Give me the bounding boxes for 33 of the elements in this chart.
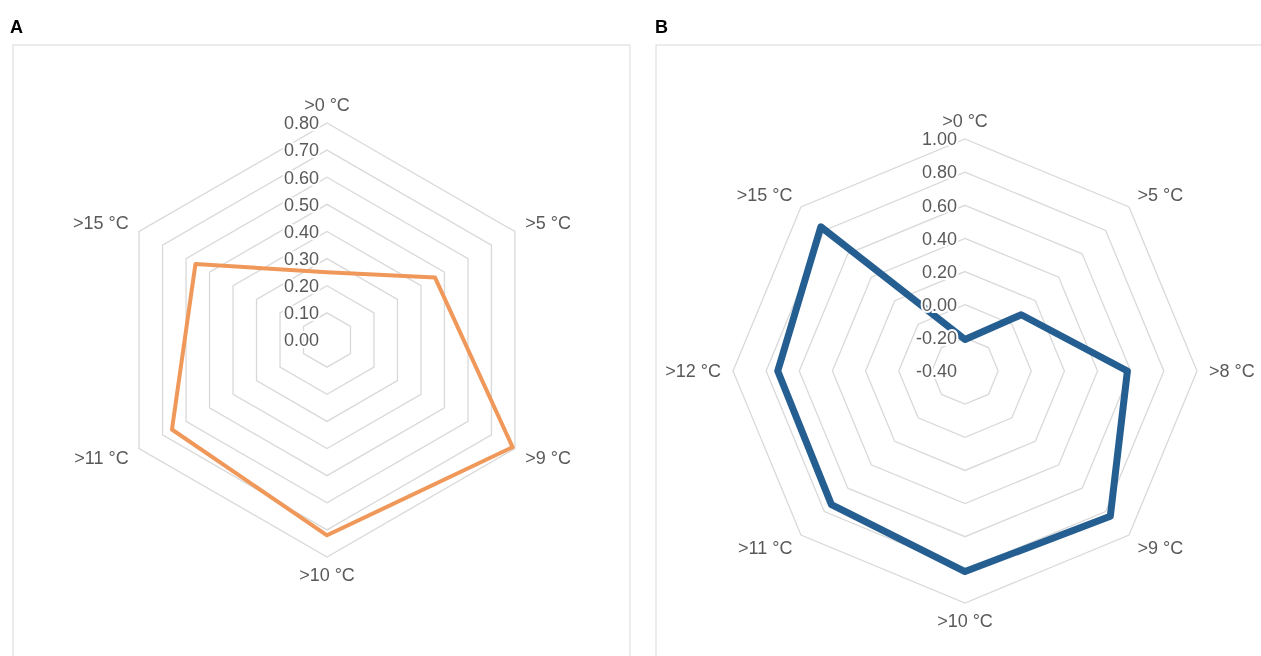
y-tick-label: 0.10 <box>283 303 319 324</box>
spoke-label: >11 °C <box>74 447 129 468</box>
y-tick-label: 0.40 <box>921 228 957 249</box>
spoke-label: >10 °C <box>937 611 993 632</box>
spoke-label: >9 °C <box>1137 538 1184 559</box>
spoke-label: >9 °C <box>525 447 572 468</box>
spoke-label: >10 °C <box>299 565 355 586</box>
spoke-label: >0 °C <box>942 111 988 132</box>
y-tick-label: 0.00 <box>921 295 957 316</box>
y-tick-label: 0.70 <box>283 140 319 161</box>
spoke-label: >5 °C <box>525 212 572 233</box>
y-tick-label: 0.60 <box>283 167 319 188</box>
spoke-label: >0 °C <box>304 95 350 116</box>
y-tick-label: 0.20 <box>283 276 319 297</box>
spoke-label: >11 °C <box>738 538 793 559</box>
y-tick-label: -0.40 <box>915 361 957 382</box>
y-tick-label: 0.40 <box>283 221 319 242</box>
y-tick-label: 0.80 <box>921 162 957 183</box>
chart-title: A <box>10 17 23 37</box>
spoke-label: >15 °C <box>72 212 129 233</box>
y-tick-label: 0.00 <box>283 330 319 351</box>
y-tick-label: 0.20 <box>921 261 957 282</box>
spoke-label: >5 °C <box>1137 184 1184 205</box>
y-tick-label: -0.20 <box>915 328 957 349</box>
spoke-label: >8 °C <box>1209 361 1255 382</box>
y-tick-label: 0.50 <box>283 194 319 215</box>
spoke-label: >15 °C <box>736 184 793 205</box>
y-tick-label: 0.30 <box>283 248 319 269</box>
chart-title: B <box>655 17 668 37</box>
spoke-label: >12 °C <box>665 361 721 382</box>
y-tick-label: 0.60 <box>921 195 957 216</box>
y-tick-label: 0.80 <box>283 113 319 134</box>
y-tick-label: 1.00 <box>921 129 957 150</box>
